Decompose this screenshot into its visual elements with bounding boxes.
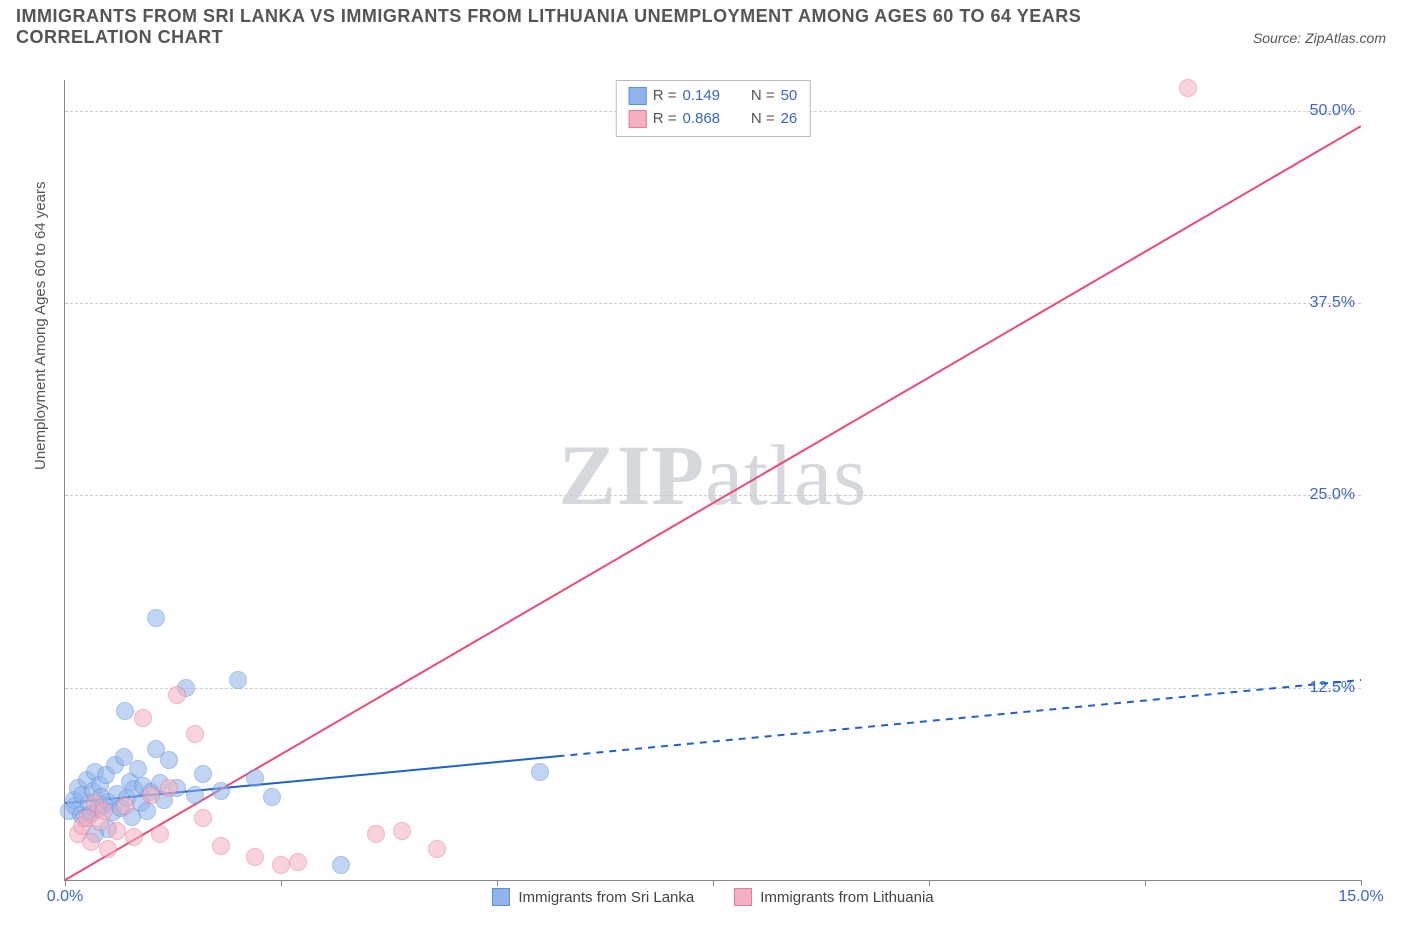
correlation-box: R = 0.149 N = 50R = 0.868 N = 26: [616, 80, 811, 137]
chart-title: IMMIGRANTS FROM SRI LANKA VS IMMIGRANTS …: [16, 6, 1186, 48]
axis-ticks: 0.0%15.0%: [65, 80, 1361, 880]
legend-swatch-lithuania: [734, 888, 752, 906]
legend-swatch-sri_lanka: [492, 888, 510, 906]
stat-row-sri_lanka: R = 0.149 N = 50: [629, 85, 798, 108]
y-axis-label: Unemployment Among Ages 60 to 64 years: [32, 181, 49, 470]
swatch-sri_lanka: [629, 87, 647, 105]
source-credit: Source: ZipAtlas.com: [1253, 30, 1386, 46]
legend: Immigrants from Sri Lanka Immigrants from…: [65, 888, 1361, 906]
plot-area: ZIPatlas 12.5%25.0%37.5%50.0% 0.0%15.0% …: [64, 80, 1361, 881]
legend-item-lithuania: Immigrants from Lithuania: [734, 888, 933, 906]
stat-row-lithuania: R = 0.868 N = 26: [629, 108, 798, 131]
legend-item-sri_lanka: Immigrants from Sri Lanka: [492, 888, 694, 906]
swatch-lithuania: [629, 110, 647, 128]
